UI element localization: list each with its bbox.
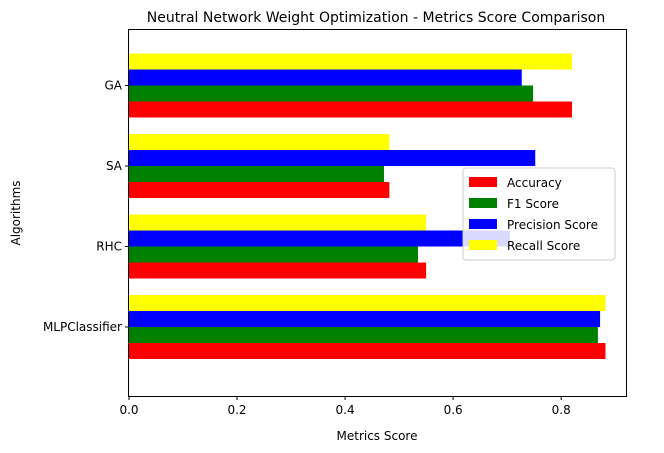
y-tick-label: RHC — [96, 240, 122, 254]
x-tick-label: 0.2 — [227, 403, 246, 417]
plot-frame — [128, 29, 627, 397]
legend-label: Precision Score — [507, 218, 598, 232]
bar-sa-precision-score — [129, 150, 536, 166]
chart-title: Neutral Network Weight Optimization - Me… — [147, 10, 606, 26]
legend-swatch — [469, 219, 497, 229]
legend-swatch — [469, 240, 497, 250]
bar-ga-precision-score — [129, 69, 522, 86]
bar-ga-f1-score — [129, 85, 534, 102]
y-tick-label: MLPClassifier — [43, 320, 122, 334]
legend-swatch — [469, 198, 497, 208]
legend: Accuracy F1 Score Precision Score Recall Sc… — [462, 167, 616, 261]
bar-rhc-precision-score — [129, 230, 510, 247]
bar-mlpclassifier-recall-score — [129, 295, 606, 311]
legend-label: Accuracy — [507, 176, 562, 190]
x-axis-label: Metrics Score — [337, 429, 418, 443]
legend-label: F1 Score — [507, 197, 559, 211]
bar-ga-recall-score — [129, 53, 572, 70]
bar-rhc-recall-score — [129, 214, 427, 231]
y-axis-ticks: MLPClassifier RHC SA GA — [43, 79, 129, 334]
bar-mlpclassifier-precision-score — [129, 311, 601, 327]
x-axis-ticks: 0.0 0.2 0.4 0.6 0.8 — [119, 396, 571, 417]
y-tick-label: SA — [106, 159, 123, 173]
legend-swatch — [469, 177, 497, 187]
bar-rhc-f1-score — [129, 246, 419, 263]
bar-sa-recall-score — [129, 134, 390, 150]
bars-group — [129, 53, 606, 359]
x-tick-label: 0.0 — [119, 403, 138, 417]
bar-sa-accuracy — [129, 182, 390, 198]
y-tick-label: GA — [104, 79, 122, 93]
y-axis-label: Algorithms — [9, 180, 23, 245]
bar-mlpclassifier-accuracy — [129, 343, 606, 359]
bar-rhc-accuracy — [129, 262, 427, 279]
x-tick-label: 0.6 — [444, 403, 463, 417]
bar-sa-f1-score — [129, 166, 384, 182]
x-tick-label: 0.8 — [552, 403, 571, 417]
legend-label: Recall Score — [507, 239, 580, 253]
legend-frame — [462, 167, 616, 261]
bar-mlpclassifier-f1-score — [129, 327, 598, 343]
bar-ga-accuracy — [129, 101, 572, 118]
x-tick-label: 0.4 — [336, 403, 355, 417]
